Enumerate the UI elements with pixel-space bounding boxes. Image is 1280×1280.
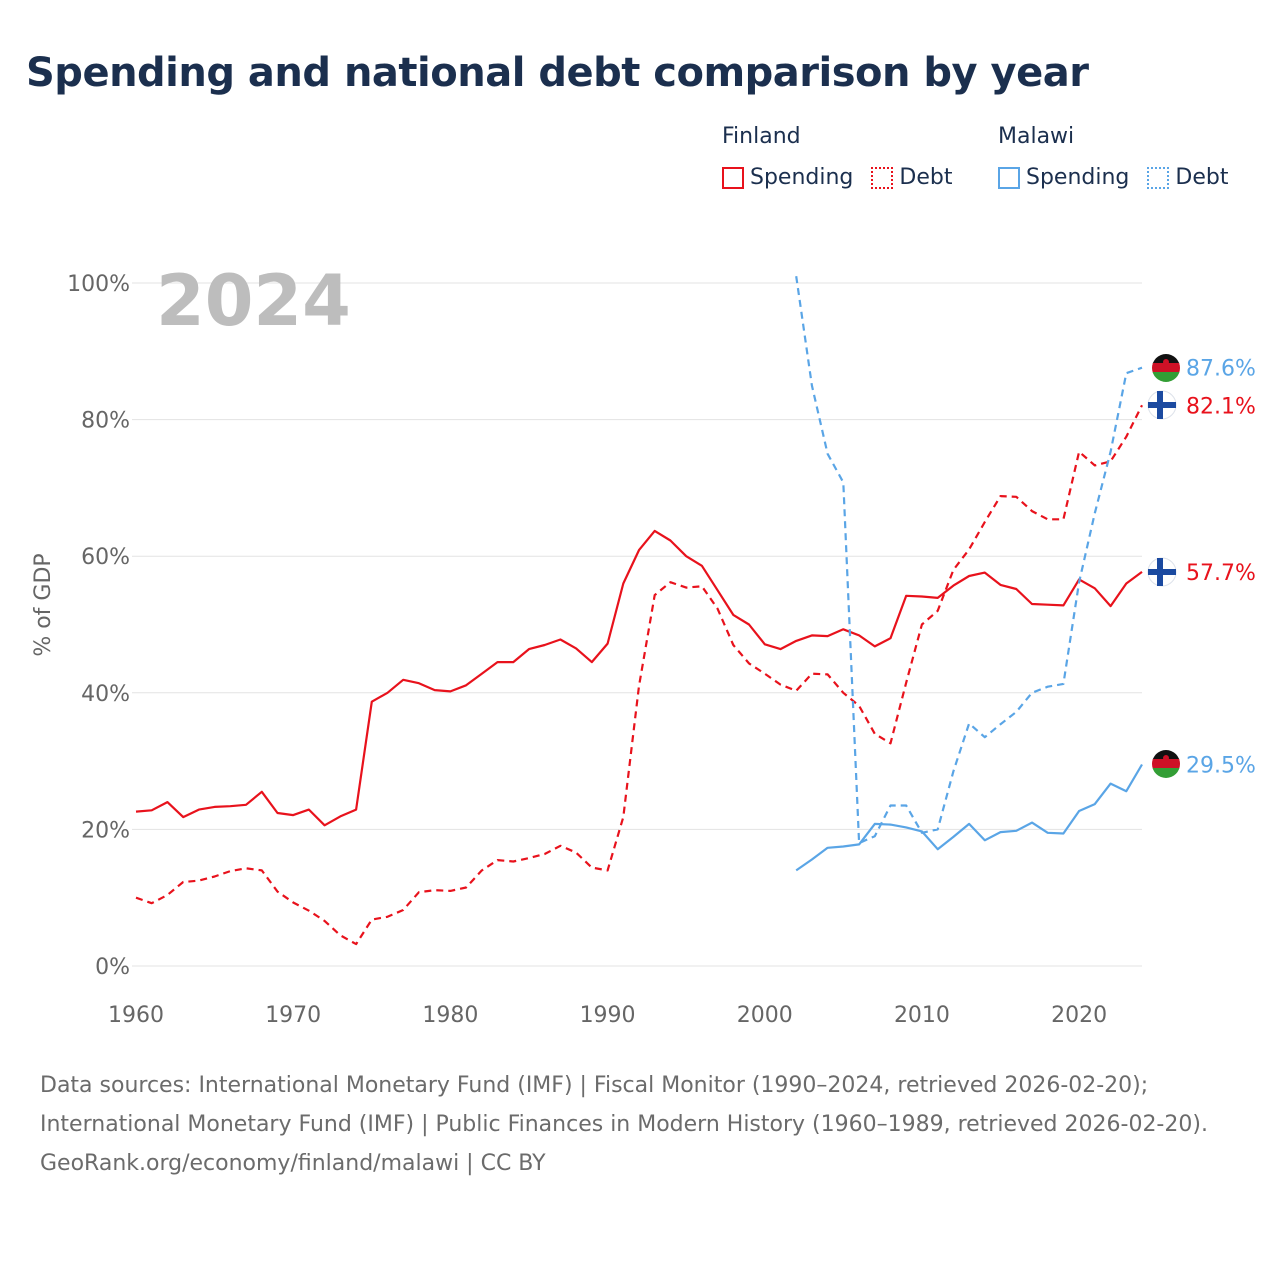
legend-swatch-solid — [722, 166, 744, 189]
legend-swatch-dotted — [1147, 166, 1170, 189]
x-tick-label: 1960 — [108, 1003, 164, 1028]
grid-lines — [132, 282, 1142, 967]
data-sources: Data sources: International Monetary Fun… — [40, 1073, 1208, 1137]
x-tick-label: 2010 — [894, 1003, 950, 1028]
y-axis: 0% 20% 40% 60% 80% 100% — [67, 272, 130, 980]
series-lines — [135, 276, 1143, 946]
legend-country-label: Malawi — [998, 124, 1075, 149]
x-tick-label: 2020 — [1051, 1003, 1107, 1028]
x-tick-label: 2000 — [737, 1003, 793, 1028]
legend-swatch-solid — [998, 166, 1020, 189]
end-value-label: 29.5% — [1186, 754, 1256, 779]
legend-item-label: Debt — [899, 165, 953, 190]
y-tick-label: 80% — [81, 409, 130, 434]
series-line-malawi-spending — [795, 763, 1143, 872]
y-tick-label: 40% — [81, 682, 130, 707]
year-overlay: 2024 — [156, 260, 351, 342]
chart-title: Spending and national debt comparison by… — [26, 50, 1089, 96]
legend-group-malawi: Malawi Spending Debt — [998, 124, 1228, 190]
legend-item-label: Spending — [1026, 165, 1130, 190]
y-axis-label: % of GDP — [31, 553, 56, 656]
y-tick-label: 20% — [81, 818, 130, 843]
y-tick-label: 0% — [95, 955, 130, 980]
x-axis: 1960 1970 1980 1990 2000 2010 2020 — [108, 1003, 1107, 1028]
x-tick-label: 1990 — [580, 1003, 636, 1028]
end-value-label: 57.7% — [1186, 561, 1256, 586]
series-line-finland-debt — [135, 404, 1143, 946]
legend-item-finland-spending[interactable]: Spending — [722, 165, 853, 190]
y-tick-label: 100% — [67, 272, 130, 297]
end-value-label: 87.6% — [1186, 357, 1256, 382]
malawi-flag-icon — [1152, 354, 1180, 382]
y-tick-label: 60% — [81, 545, 130, 570]
legend-item-malawi-spending[interactable]: Spending — [998, 165, 1129, 190]
line-chart: 0% 20% 40% 60% 80% 100% 1960 1970 1980 1990 2000 2… — [31, 260, 1256, 1028]
legend-item-label: Spending — [750, 165, 854, 190]
credit-line: GeoRank.org/economy/finland/malawi | CC … — [40, 1151, 546, 1176]
legend-item-finland-debt[interactable]: Debt — [871, 165, 952, 190]
finland-flag-icon — [1147, 390, 1177, 420]
legend-item-malawi-debt[interactable]: Debt — [1147, 165, 1228, 190]
end-value-label: 82.1% — [1186, 394, 1256, 419]
end-labels: 57.7% 82.1% 29.5% 87.6% — [1186, 357, 1256, 779]
legend-country-label: Finland — [722, 124, 801, 149]
legend-item-label: Debt — [1175, 165, 1229, 190]
x-tick-label: 1980 — [422, 1003, 478, 1028]
x-tick-label: 1970 — [265, 1003, 321, 1028]
footer: Data sources: International Monetary Fun… — [40, 1066, 1240, 1183]
finland-flag-icon — [1147, 557, 1177, 587]
malawi-flag-icon — [1152, 750, 1180, 778]
legend-group-finland: Finland Spending Debt — [722, 124, 952, 190]
series-line-malawi-debt — [795, 276, 1143, 845]
series-line-finland-spending — [135, 529, 1143, 827]
legend-swatch-dotted — [871, 166, 894, 189]
